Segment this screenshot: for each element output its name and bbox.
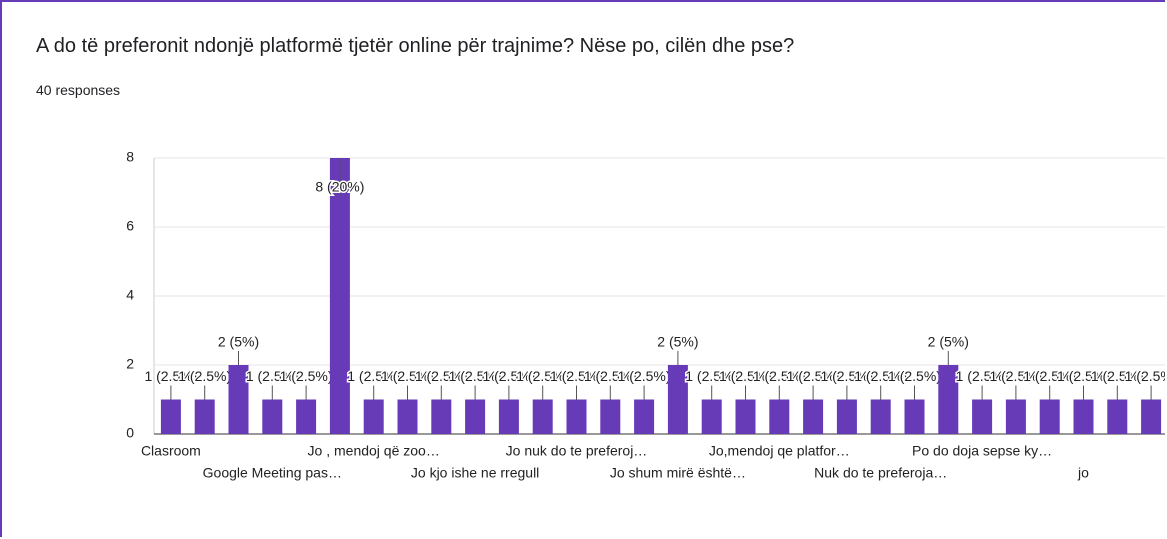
data-label: 1 (2.5%) [989,368,1042,384]
response-count: 40 responses [36,82,121,98]
bar [363,399,384,434]
bar [904,399,925,434]
data-label: 1 (2.5%) [1125,368,1165,384]
x-tick-label: Po do doja sepse ky… [912,443,1052,459]
y-tick-label: 4 [126,287,134,303]
bar [465,399,486,434]
data-label: 1 (2.5%) [719,368,772,384]
bar [566,399,587,434]
data-label: 1 (2.5%) [449,368,502,384]
data-label: 2 (5%) [928,334,969,350]
data-label: 2 (5%) [218,334,259,350]
x-tick-label: Jo , mendoj që zoo… [308,443,440,459]
question-title: A do të preferonit ndonjë platformë tjet… [36,35,795,57]
data-label: 1 (2.5%) [888,368,941,384]
data-label: 1 (2.5%) [753,368,806,384]
bar [938,365,959,434]
x-tick-label: Nuk do te preferoja… [814,465,947,481]
data-label: 1 (2.5%) [178,368,231,384]
data-label: 1 (2.5%) [1023,368,1076,384]
y-tick-label: 8 [126,149,134,165]
data-label: 1 (2.5%) [381,368,434,384]
x-tick-label: Jo,mendoj qe platfor… [709,443,850,459]
x-tick-label: Google Meeting pas… [203,465,342,481]
bar [262,399,283,434]
data-label: 1 (2.5%) [1091,368,1144,384]
x-tick-label: Jo kjo ishe ne rregull [411,465,539,481]
data-label: 1 (2.5%) [685,368,738,384]
bar [1005,399,1026,434]
bar [397,399,418,434]
bar [634,399,655,434]
bar [532,399,553,434]
bar [735,399,756,434]
x-tick-label: Jo shum mirë është… [610,465,746,481]
bar [1141,399,1162,434]
data-label: 2 (5%) [657,334,698,350]
bar [160,399,181,434]
bar [296,399,317,434]
y-tick-label: 6 [126,218,134,234]
bar [701,399,722,434]
data-label: 1 (2.5%) [280,368,333,384]
bar [836,399,857,434]
bar [498,399,519,434]
data-label: 1 (2.5%) [820,368,873,384]
data-label: 1 (2.5%) [956,368,1009,384]
bar [1107,399,1128,434]
data-label: 1 (2.5%) [1057,368,1110,384]
bar [972,399,993,434]
bar [1073,399,1094,434]
bar [329,158,350,434]
bar [600,399,621,434]
x-tick-label: Jo nuk do te preferoj… [506,443,648,459]
data-label: 8 (20%) [315,179,364,195]
data-label: 1 (2.5%) [246,368,299,384]
data-label: 1 (2.5%) [584,368,637,384]
data-label: 1 (2.5%) [618,368,671,384]
data-label: 1 (2.5%) [550,368,603,384]
bar [803,399,824,434]
data-label: 1 (2.5%) [854,368,907,384]
bar [769,399,790,434]
bar [667,365,688,434]
data-label: 1 (2.5%) [482,368,535,384]
y-tick-label: 2 [126,356,134,372]
bar [1039,399,1060,434]
data-label: 1 (2.5%) [787,368,840,384]
x-tick-label: Clasroom [141,443,201,459]
x-tick-label: jo [1077,465,1089,481]
bar [431,399,452,434]
bar [194,399,215,434]
data-label: 1 (2.5%) [347,368,400,384]
bar [870,399,891,434]
data-label: 1 (2.5%) [144,368,197,384]
data-label: 1 (2.5%) [516,368,569,384]
bar [228,365,249,434]
data-label: 1 (2.5%) [415,368,468,384]
y-tick-label: 0 [126,425,134,441]
